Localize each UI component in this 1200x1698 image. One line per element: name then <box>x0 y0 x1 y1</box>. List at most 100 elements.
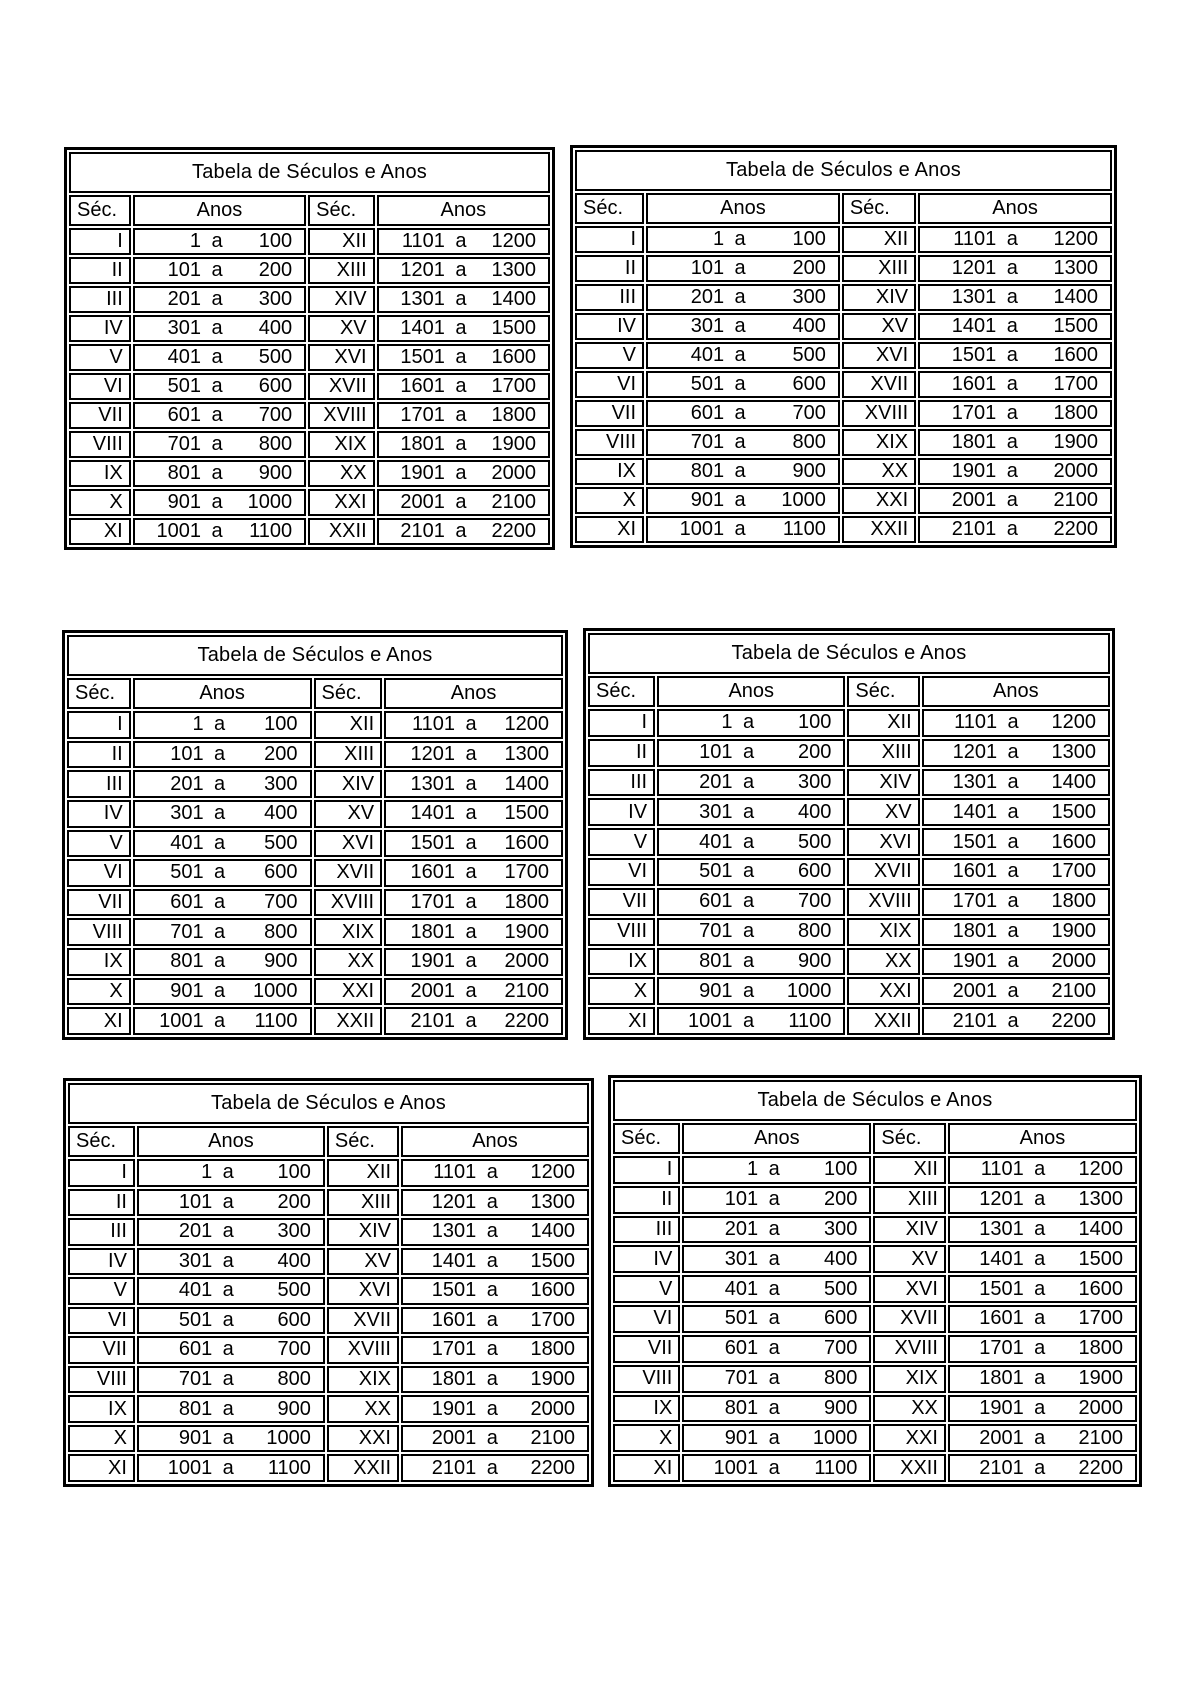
year-from: 1501 <box>951 344 997 366</box>
years-cell-right: 2001 a 2100 <box>918 487 1112 514</box>
years-cell-left: 701 a 800 <box>132 431 307 458</box>
year-to: 1800 <box>1078 1337 1124 1360</box>
table-row: IV 301 a 400 XV 1401 a 1500 <box>588 798 1110 827</box>
century-cell-left: X <box>67 977 131 1006</box>
table-row: V 401 a 500 XVI 1501 a 1600 <box>68 1277 589 1305</box>
century-cell-right: XV <box>873 1245 946 1274</box>
col-header-anos-left: Anos <box>657 676 846 707</box>
year-from: 1301 <box>400 288 445 310</box>
year-from: 401 <box>724 1277 759 1300</box>
year-to: 300 <box>824 1218 858 1241</box>
range-separator: a <box>486 1367 498 1390</box>
century-cell-left: VIII <box>588 917 656 946</box>
year-range: 1601 a 1700 <box>392 861 555 884</box>
years-cell-right: 1801 a 1900 <box>921 917 1110 946</box>
col-header-anos-left: Anos <box>136 1126 325 1157</box>
year-to: 1800 <box>491 404 537 426</box>
year-range: 1501 a 1600 <box>956 1278 1129 1301</box>
year-from: 101 <box>170 742 204 765</box>
year-to: 1500 <box>504 802 550 825</box>
century-cell-right: XII <box>308 228 375 255</box>
years-cell-right: 1601 a 1700 <box>384 859 563 887</box>
year-to: 1900 <box>1078 1367 1124 1390</box>
range-separator: a <box>222 1338 234 1361</box>
range-separator: a <box>465 861 477 884</box>
year-range: 1601 a 1700 <box>956 1307 1129 1330</box>
year-from: 301 <box>699 800 733 823</box>
year-to: 2100 <box>504 979 550 1002</box>
year-from: 2101 <box>410 1009 456 1032</box>
year-range: 2001 a 2100 <box>926 489 1104 512</box>
century-cell-left: VI <box>588 858 656 886</box>
year-range: 901 a 1000 <box>145 1427 317 1450</box>
range-separator: a <box>1007 830 1019 853</box>
year-range: 501 a 600 <box>690 1307 863 1330</box>
year-range: 701 a 800 <box>654 431 832 454</box>
table-row: VI 501 a 600 XVII 1601 a 1700 <box>68 1306 589 1335</box>
year-to: 400 <box>792 315 826 337</box>
year-to: 700 <box>792 402 826 424</box>
years-cell-right: 1201 a 1300 <box>376 257 550 284</box>
year-to: 1500 <box>1053 315 1099 337</box>
years-cell-right: 1301 a 1400 <box>384 770 563 798</box>
years-cell-right: 1601 a 1700 <box>918 371 1112 398</box>
years-cell-right: 1601 a 1700 <box>921 858 1110 886</box>
years-cell-right: 1201 a 1300 <box>384 740 563 769</box>
years-cell-right: 2101 a 2200 <box>401 1454 589 1482</box>
century-cell-left: IV <box>588 798 656 827</box>
year-to: 900 <box>264 950 298 973</box>
century-cell-right: XXI <box>313 977 383 1006</box>
years-cell-right: 1701 a 1800 <box>376 402 550 429</box>
year-range: 2001 a 2100 <box>385 491 542 514</box>
range-separator: a <box>486 1220 498 1243</box>
years-cell-right: 2101 a 2200 <box>376 518 550 545</box>
year-from: 2001 <box>979 1426 1024 1449</box>
year-from: 1 <box>192 713 204 736</box>
year-to: 1600 <box>1078 1277 1124 1300</box>
range-separator: a <box>742 771 755 794</box>
year-range: 701 a 800 <box>665 920 837 943</box>
year-to: 300 <box>258 288 293 310</box>
range-separator: a <box>734 315 746 337</box>
year-to: 500 <box>798 830 832 853</box>
table-header-row: Séc. Anos Séc. Anos <box>575 193 1112 224</box>
table-row: I 1 a 100 XII 1101 a 1200 <box>575 226 1112 253</box>
year-from: 701 <box>178 1367 213 1390</box>
year-to: 1500 <box>530 1249 576 1272</box>
year-to: 1400 <box>504 772 550 795</box>
years-cell-right: 1301 a 1400 <box>921 768 1110 797</box>
year-to: 2100 <box>491 491 537 513</box>
range-separator: a <box>1034 1426 1046 1449</box>
century-cell-left: III <box>69 286 131 313</box>
table-row: VII 601 a 700 XVIII 1701 a 1800 <box>69 402 550 429</box>
years-cell-left: 1001 a 1100 <box>136 1454 325 1482</box>
century-cell-right: XVII <box>313 859 383 887</box>
year-to: 100 <box>792 228 826 250</box>
range-separator: a <box>1007 979 1019 1002</box>
year-to: 1300 <box>530 1190 576 1213</box>
year-range: 1 a 100 <box>665 711 837 734</box>
year-range: 101 a 200 <box>141 259 298 282</box>
year-to: 1000 <box>266 1427 311 1450</box>
year-to: 200 <box>258 259 293 281</box>
range-separator: a <box>211 317 223 339</box>
year-range: 1701 a 1800 <box>409 1338 581 1361</box>
century-cell-left: I <box>69 228 131 255</box>
year-to: 200 <box>792 257 826 279</box>
year-from: 1001 <box>167 1456 213 1479</box>
year-range: 601 a 700 <box>690 1337 863 1360</box>
range-separator: a <box>455 317 467 339</box>
years-cell-left: 701 a 800 <box>136 1365 325 1394</box>
range-separator: a <box>768 1456 780 1479</box>
range-separator: a <box>214 1009 226 1032</box>
year-from: 1701 <box>410 891 456 914</box>
year-from: 1901 <box>400 462 445 484</box>
range-separator: a <box>455 346 467 368</box>
year-from: 501 <box>178 1308 213 1331</box>
year-to: 1300 <box>491 259 537 281</box>
year-to: 2100 <box>1078 1426 1124 1449</box>
century-table-2: Tabela de Séculos e Anos Séc. Anos Séc. Anos… <box>570 145 1117 548</box>
century-cell-left: VIII <box>68 1365 135 1394</box>
century-cell-right: XVIII <box>873 1334 946 1363</box>
range-separator: a <box>1007 771 1019 794</box>
